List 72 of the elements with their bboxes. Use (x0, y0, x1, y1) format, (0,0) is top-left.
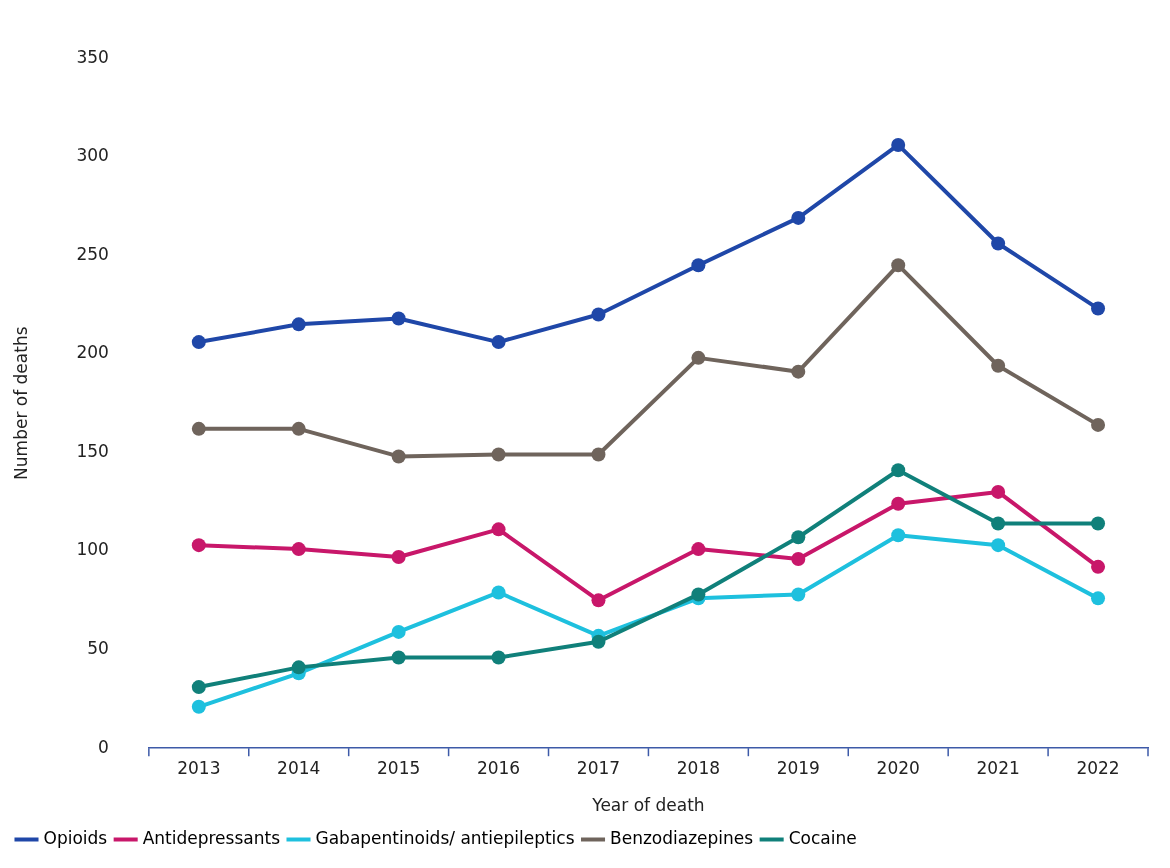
y-tick-label: 300 (76, 145, 109, 166)
point (791, 210, 806, 225)
x-tick-label: 2022 (1076, 757, 1120, 778)
legend-label: Cocaine (788, 827, 857, 848)
point (491, 335, 506, 350)
y-tick-label: 250 (76, 243, 109, 264)
y-tick-label: 0 (98, 736, 109, 757)
x-axis-title: Year of death (591, 795, 705, 816)
y-tick-label: 50 (87, 638, 109, 659)
point (491, 585, 506, 600)
point (491, 522, 506, 537)
point (391, 449, 406, 464)
point (591, 447, 606, 462)
point (491, 650, 506, 665)
point (291, 421, 306, 436)
point (191, 680, 206, 695)
x-tick-label: 2017 (576, 757, 621, 778)
point (691, 587, 706, 602)
point (1091, 559, 1106, 574)
point (191, 421, 206, 436)
point (391, 650, 406, 665)
point (391, 549, 406, 564)
point (591, 634, 606, 649)
point (791, 530, 806, 545)
point (991, 358, 1006, 373)
point (891, 258, 906, 273)
y-tick-label: 200 (76, 342, 109, 363)
point (391, 624, 406, 639)
y-tick-label: 350 (76, 46, 109, 67)
x-tick-label: 2020 (876, 757, 920, 778)
point (891, 137, 906, 152)
point (691, 258, 706, 273)
point (1091, 301, 1106, 316)
y-tick-label: 100 (76, 539, 109, 560)
point (191, 538, 206, 553)
point (891, 496, 906, 511)
point (791, 587, 806, 602)
x-tick-label: 2019 (776, 757, 820, 778)
legend-label: Antidepressants (142, 827, 281, 848)
point (1091, 591, 1106, 606)
legend-label: Opioids (43, 827, 108, 848)
point (891, 463, 906, 478)
x-tick-label: 2018 (676, 757, 721, 778)
point (691, 542, 706, 557)
point (891, 528, 906, 543)
x-tick-label: 2021 (976, 757, 1020, 778)
point (291, 542, 306, 557)
point (591, 307, 606, 322)
point (591, 593, 606, 608)
point (291, 660, 306, 675)
point (391, 311, 406, 326)
x-tick-label: 2014 (277, 757, 321, 778)
legend-label: Benzodiazepines (610, 827, 754, 848)
point (1091, 516, 1106, 531)
point (491, 447, 506, 462)
point (991, 516, 1006, 531)
point (1091, 417, 1106, 432)
legend-label: Gabapentinoids/ antiepileptics (315, 827, 575, 848)
y-tick-label: 150 (76, 440, 109, 461)
point (691, 350, 706, 365)
x-tick-label: 2015 (377, 757, 421, 778)
point (991, 236, 1006, 251)
point (991, 538, 1006, 553)
point (291, 317, 306, 332)
point (191, 699, 206, 714)
y-axis-title: Number of deaths (10, 326, 31, 480)
point (191, 335, 206, 350)
point (791, 364, 806, 379)
x-tick-label: 2016 (476, 757, 521, 778)
point (791, 551, 806, 566)
point (991, 484, 1006, 499)
x-tick-label: 2013 (177, 757, 221, 778)
